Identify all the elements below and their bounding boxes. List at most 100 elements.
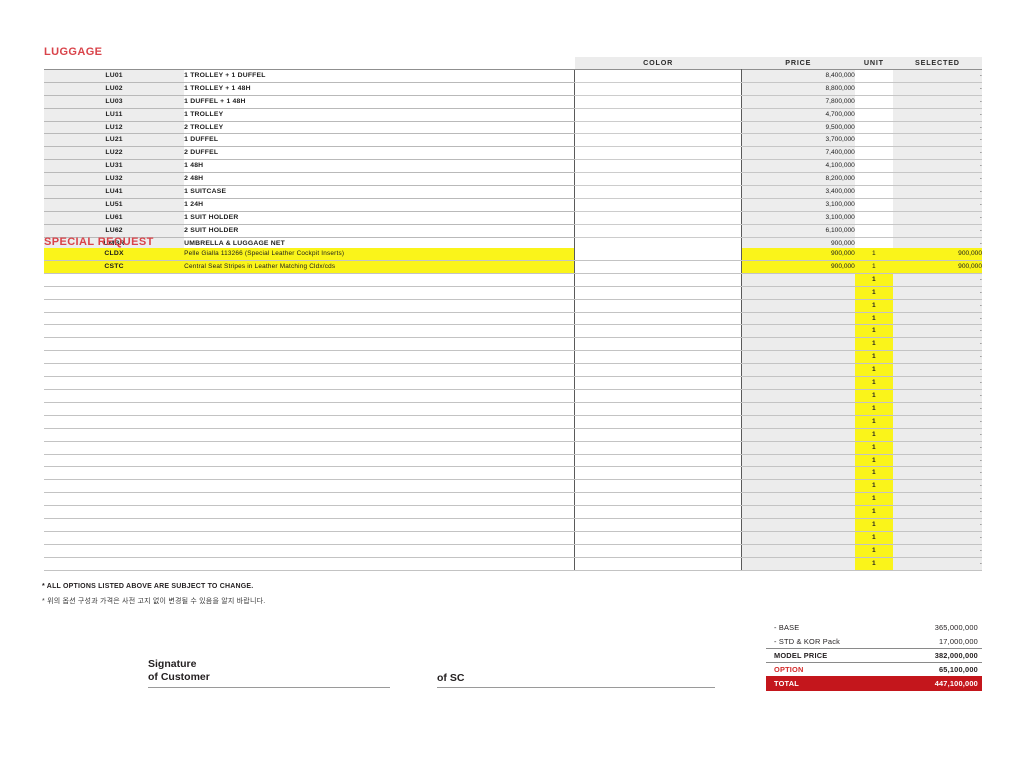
luggage-cell-color[interactable] [574, 185, 743, 199]
special-request-blank-row[interactable]: 1- [44, 402, 982, 416]
luggage-cell-color[interactable] [574, 108, 743, 122]
special-blank-cell-code [44, 466, 185, 481]
luggage-cell-price: 8,200,000 [741, 172, 855, 187]
luggage-cell-selected: - [892, 121, 982, 135]
special-blank-cell-description [184, 466, 575, 481]
summary-row-sub: - STD & KOR Pack 17,000,000 [766, 634, 982, 648]
summary-value: 382,000,000 [934, 651, 978, 660]
special-request-blank-row[interactable]: 1- [44, 273, 982, 287]
table-row[interactable]: LU32 2 48H 8,200,000 - [44, 172, 982, 187]
special-request-table: CLDX Pelle Gialla 113266 (Special Leather… [44, 248, 982, 571]
special-request-row[interactable]: CLDX Pelle Gialla 113266 (Special Leather… [44, 248, 982, 261]
special-request-blank-row[interactable]: 1- [44, 479, 982, 494]
special-blank-cell-code [44, 454, 185, 468]
special-request-blank-row[interactable]: 1- [44, 286, 982, 300]
luggage-cell-unit [854, 172, 893, 187]
luggage-cell-color[interactable] [574, 198, 743, 212]
luggage-cell-code: LU62 [44, 224, 185, 238]
special-request-blank-row[interactable]: 1- [44, 350, 982, 365]
special-blank-cell-description [184, 428, 575, 442]
special-request-blank-row[interactable]: 1- [44, 428, 982, 442]
table-row[interactable]: LU03 1 DUFFEL + 1 48H 7,800,000 - [44, 95, 982, 109]
table-row[interactable]: LU02 1 TROLLEY + 1 48H 8,800,000 - [44, 82, 982, 96]
special-blank-cell-price [741, 337, 855, 352]
luggage-cell-price: 7,400,000 [741, 146, 855, 161]
special-blank-cell-selected: - [892, 286, 982, 300]
special-request-blank-row[interactable]: 1- [44, 363, 982, 378]
luggage-cell-color[interactable] [574, 121, 743, 135]
summary-row-total: TOTAL 447,100,000 [766, 676, 982, 691]
special-request-blank-row[interactable]: 1- [44, 376, 982, 390]
special-blank-cell-color [574, 312, 743, 326]
luggage-cell-color[interactable] [574, 172, 743, 187]
table-row[interactable]: LU31 1 48H 4,100,000 - [44, 159, 982, 174]
special-blank-cell-selected: - [892, 518, 982, 532]
special-request-blank-row[interactable]: 1- [44, 518, 982, 532]
special-blank-cell-selected: - [892, 376, 982, 390]
table-row[interactable]: LU21 1 DUFFEL 3,700,000 - [44, 133, 982, 148]
special-request-blank-row[interactable]: 1- [44, 454, 982, 468]
signature-sc-line[interactable] [437, 687, 715, 688]
luggage-cell-description: 2 SUIT HOLDER [184, 224, 575, 238]
special-blank-cell-unit: 1 [854, 492, 893, 507]
luggage-cell-color[interactable] [574, 146, 743, 161]
special-request-row[interactable]: CSTC Central Seat Stripes in Leather Matc… [44, 260, 982, 274]
special-blank-cell-unit: 1 [854, 531, 893, 545]
special-blank-cell-description [184, 479, 575, 494]
special-blank-cell-price [741, 363, 855, 378]
special-blank-cell-unit: 1 [854, 415, 893, 429]
table-row[interactable]: LU22 2 DUFFEL 7,400,000 - [44, 146, 982, 161]
special-blank-cell-color [574, 544, 743, 558]
special-blank-cell-selected: - [892, 441, 982, 455]
special-blank-cell-color [574, 505, 743, 520]
table-row[interactable]: UMBR UMBRELLA & LUGGAGE NET 900,000- [44, 237, 982, 251]
special-blank-cell-price [741, 428, 855, 442]
table-row[interactable]: LU01 1 TROLLEY + 1 DUFFEL 8,400,000 - [44, 68, 982, 83]
table-row[interactable]: LU12 2 TROLLEY 9,500,000 - [44, 121, 982, 135]
special-blank-cell-description [184, 441, 575, 455]
special-blank-cell-selected: - [892, 492, 982, 507]
luggage-cell-color[interactable] [574, 237, 743, 251]
luggage-cell-selected: - [892, 95, 982, 109]
luggage-cell-selected: - [892, 198, 982, 212]
special-blank-cell-code [44, 389, 185, 403]
signature-customer-line[interactable] [148, 687, 390, 688]
luggage-cell-selected: - [892, 133, 982, 148]
table-row[interactable]: LU61 1 SUIT HOLDER 3,100,000 - [44, 211, 982, 225]
table-row[interactable]: LU62 2 SUIT HOLDER 6,100,000 - [44, 224, 982, 238]
special-request-blank-row[interactable]: 1- [44, 505, 982, 520]
special-request-blank-row[interactable]: 1- [44, 299, 982, 313]
special-request-blank-row[interactable]: 1- [44, 389, 982, 403]
special-request-blank-row[interactable]: 1- [44, 531, 982, 545]
special-blank-cell-price [741, 492, 855, 507]
luggage-cell-code: LU02 [44, 82, 185, 96]
luggage-cell-color[interactable] [574, 224, 743, 238]
special-cell-unit: 1 [854, 248, 893, 261]
special-request-blank-row[interactable]: 1- [44, 492, 982, 507]
luggage-cell-color[interactable] [574, 95, 743, 109]
special-request-blank-row[interactable]: 1- [44, 415, 982, 429]
special-request-blank-row[interactable]: 1- [44, 312, 982, 326]
special-blank-cell-color [574, 454, 743, 468]
luggage-cell-selected: - [892, 68, 982, 83]
luggage-cell-color[interactable] [574, 211, 743, 225]
special-request-blank-row[interactable]: 1- [44, 544, 982, 558]
special-request-blank-row[interactable]: 1- [44, 324, 982, 339]
special-cell-description: Central Seat Stripes in Leather Matching… [184, 260, 575, 274]
luggage-cell-color[interactable] [574, 159, 743, 174]
special-blank-cell-unit: 1 [854, 479, 893, 494]
special-request-blank-row[interactable]: 1- [44, 441, 982, 455]
special-request-blank-row[interactable]: 1- [44, 337, 982, 352]
special-request-blank-row[interactable]: 1- [44, 466, 982, 481]
table-row[interactable]: LU41 1 SUITCASE 3,400,000 - [44, 185, 982, 199]
luggage-cell-color[interactable] [574, 133, 743, 148]
special-request-blank-row[interactable]: 1- [44, 557, 982, 571]
special-blank-cell-color [574, 324, 743, 339]
table-row[interactable]: LU51 1 24H 3,100,000 - [44, 198, 982, 212]
special-blank-cell-price [741, 441, 855, 455]
luggage-cell-color[interactable] [574, 68, 743, 83]
luggage-cell-selected: - [892, 108, 982, 122]
table-row[interactable]: LU11 1 TROLLEY 4,700,000 - [44, 108, 982, 122]
special-blank-cell-color [574, 350, 743, 365]
luggage-cell-color[interactable] [574, 82, 743, 96]
